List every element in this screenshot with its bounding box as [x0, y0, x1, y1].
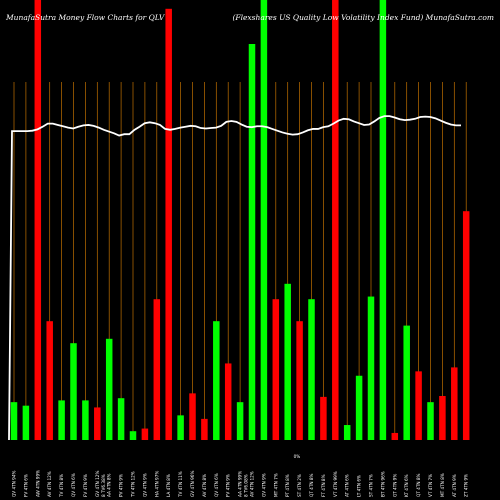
x-tick-label: KT 4TN 6% — [404, 474, 409, 497]
money-flow-bar — [343, 425, 351, 440]
x-tick-label: AV 4TN 8% — [202, 474, 207, 497]
x-tick-label: FV 4TN 6% — [23, 474, 28, 497]
x-tick-label: GV 4TN 9% — [261, 473, 266, 497]
money-flow-bar — [201, 418, 208, 440]
money-flow-bar — [82, 400, 89, 440]
money-flow-bar — [320, 396, 327, 440]
x-tick-label: ZT 4TN 9% — [464, 474, 469, 497]
x-tick-label: GT 4TN 9% — [392, 474, 397, 497]
money-flow-bars — [10, 0, 470, 441]
x-tick-label: VT 4TN 7% — [428, 474, 433, 497]
x-tick-label: PT 4TN 8% — [285, 474, 290, 497]
x-tick-label: ST 4TN 7% — [369, 474, 374, 497]
money-flow-bar — [379, 0, 387, 440]
x-tick-label: AW 4TN 99% — [35, 470, 40, 497]
x-tick-label: TV 4TN 11% — [178, 471, 183, 498]
x-tick-label: FV 4TN 9% — [83, 474, 88, 497]
x-tick-label: QT 4TN 8% — [309, 473, 314, 497]
x-tick-label: VT 4TN 99% — [333, 471, 338, 497]
x-tick-label: LT 4TN 6% — [357, 475, 362, 497]
x-tick-label: GV 4TN 12% — [95, 471, 100, 497]
money-flow-bar — [22, 405, 30, 440]
money-flow-bar — [129, 431, 137, 440]
x-axis-labels: QV 4TN 94% FV 4TN 6% AW 4TN 99% AV 4TN 12% T… — [12, 454, 469, 498]
x-tick-label-extra: 8 TV6.38% — [101, 474, 106, 497]
x-tick-label: AV 4TN 12% — [47, 471, 52, 497]
money-flow-bar — [415, 371, 422, 440]
x-tick-label: MT 4TN 8% — [440, 473, 445, 497]
x-tick-label: TV 4TN 12% — [131, 471, 136, 498]
money-flow-bar — [94, 407, 101, 440]
x-tick-label: FV 4TN 9% — [226, 474, 231, 497]
x-tick-label: TV 4TN 8% — [59, 474, 64, 498]
money-flow-bar — [391, 432, 399, 440]
price-line — [8, 115, 461, 441]
x-tick-label: QV 4TN 94% — [12, 470, 17, 497]
money-flow-bar — [403, 325, 410, 440]
x-tick-label: ST 4TN 2% — [297, 474, 302, 497]
money-flow-bar — [165, 8, 172, 441]
money-flow-bar — [272, 299, 280, 440]
x-tick-label: AA 4TN 8% — [107, 473, 112, 497]
x-tick-label-separator: 0% — [294, 454, 301, 459]
x-tick-label: AT 4TN 9% — [452, 474, 457, 497]
chart-title-left: MunafaSutra Money Flow Charts for QLV — [5, 13, 166, 22]
x-tick-label: GV 4TN 96% — [190, 471, 195, 497]
money-flow-bar — [355, 375, 363, 440]
money-flow-bar — [153, 299, 161, 440]
money-flow-bar — [10, 402, 18, 440]
x-tick-label: FT 4TN 8% — [321, 474, 326, 497]
money-flow-bar — [141, 428, 149, 440]
x-tick-label: QV 4TN 6% — [71, 473, 76, 497]
x-tick-label: MT 4TN 7% — [273, 473, 278, 497]
money-flow-bar — [451, 367, 458, 440]
money-flow-bar — [284, 283, 291, 440]
x-tick-label: AT 4TN 6% — [345, 474, 350, 497]
x-tick-label: QV 4TN 6% — [214, 473, 219, 497]
money-flow-bar — [177, 415, 184, 440]
money-flow-bar — [34, 0, 42, 440]
money-flow-bar — [260, 0, 268, 440]
x-tick-label: LA 4TN 8% — [166, 474, 171, 497]
money-flow-bar — [332, 0, 339, 440]
money-flow-bar — [236, 402, 244, 440]
x-tick-label: AV 4TN 12% — [250, 471, 255, 497]
money-flow-bar — [462, 211, 470, 440]
money-flow-bar — [70, 343, 77, 440]
x-tick-label: PV 4TN 9% — [119, 474, 124, 497]
money-flow-bar — [427, 402, 434, 440]
x-tick-label: QT 4TN 8% — [416, 473, 421, 497]
money-flow-bar — [367, 296, 375, 440]
money-flow-bar — [58, 400, 65, 440]
money-flow-bar — [105, 338, 113, 440]
money-flow-bar — [296, 321, 303, 440]
money-flow-bar — [213, 321, 220, 440]
money-flow-bar — [189, 393, 196, 440]
money-flow-bar — [308, 299, 315, 440]
money-flow-bar — [248, 44, 256, 440]
money-flow-bar — [46, 321, 53, 440]
chart-title-right: (Flexshares US Quality Low Volatility In… — [232, 13, 494, 22]
x-tick-label-extra: 8 TV6.08% — [244, 474, 249, 497]
money-flow-bar — [117, 398, 125, 440]
money-flow-bar — [439, 396, 446, 440]
x-tick-label: BT 4TN 96% — [380, 471, 385, 497]
x-tick-label: AA 4TN 99% — [238, 471, 243, 497]
x-tick-label: QV 4TN 9% — [142, 473, 147, 497]
x-tick-label: HA 4TN 97% — [154, 471, 159, 497]
money-flow-bar — [224, 363, 232, 440]
